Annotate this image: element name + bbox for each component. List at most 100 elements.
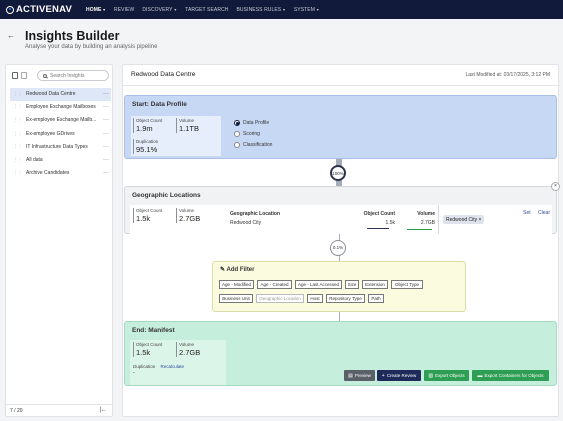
filter-age-modified-button[interactable]: Age - Modified bbox=[219, 280, 254, 289]
filter-object-type-button[interactable]: Object Type bbox=[391, 280, 423, 289]
filter-repository-type-button[interactable]: Repository Type bbox=[326, 294, 365, 303]
list-item[interactable]: ⋮⋮ Ex-employee Exchange Mailb... ··· bbox=[10, 114, 111, 127]
nav-target-search[interactable]: TARGET SEARCH bbox=[185, 0, 228, 19]
more-icon[interactable]: ··· bbox=[103, 130, 109, 137]
more-icon[interactable]: ··· bbox=[103, 143, 109, 150]
more-icon[interactable]: ··· bbox=[103, 91, 109, 98]
nav-business-rules[interactable]: BUSINESS RULES ▼ bbox=[237, 0, 286, 19]
more-icon[interactable]: ··· bbox=[103, 104, 109, 111]
radio-label: Classification bbox=[243, 142, 273, 148]
nav-discovery[interactable]: DISCOVERY ▼ bbox=[142, 0, 177, 19]
nav-system-label: SYSTEM bbox=[293, 6, 315, 13]
list-item[interactable]: ⋮⋮ IT Infrastructure Data Types ··· bbox=[10, 140, 111, 153]
radio-scoring[interactable]: Scoring bbox=[234, 131, 260, 137]
filter-extension-button[interactable]: Extension bbox=[362, 280, 388, 289]
list-item[interactable]: ⋮⋮ Redwood Data Centre ··· bbox=[10, 88, 111, 101]
list-item[interactable]: ⋮⋮ Ex-employee GDrives ··· bbox=[10, 127, 111, 140]
metric-label-row: Duplication Recalculate bbox=[133, 364, 184, 369]
card-title: Start: Data Profile bbox=[132, 101, 187, 108]
drag-handle-icon[interactable]: ⋮⋮ bbox=[13, 143, 23, 150]
metric-label: Volume bbox=[179, 208, 195, 213]
filter-age-created-button[interactable]: Age - Created bbox=[257, 280, 292, 289]
filter-size-button[interactable]: Size bbox=[345, 280, 359, 289]
export-containers-button[interactable]: ▬ Export Containers for Objects bbox=[472, 370, 549, 381]
list-item[interactable]: ⋮⋮ Archive Candidates ··· bbox=[10, 167, 111, 180]
collapse-sidebar-icon[interactable]: |← bbox=[99, 407, 107, 413]
top-nav: ACTIVENAV HOME ▼ REVIEW DISCOVERY ▼ TARGET… bbox=[0, 0, 563, 19]
logo[interactable]: ACTIVENAV bbox=[6, 4, 72, 15]
preview-button[interactable]: ▤ Preview bbox=[344, 370, 375, 381]
pipeline-connector bbox=[339, 312, 340, 321]
search-placeholder: Search Insights bbox=[50, 72, 85, 79]
nav-target-search-label: TARGET SEARCH bbox=[185, 6, 229, 13]
filter-business-unit-button[interactable]: Business Unit bbox=[219, 294, 253, 303]
metric-value: 1.5k bbox=[136, 214, 151, 223]
recalculate-link[interactable]: Recalculate bbox=[160, 364, 185, 369]
new-insight-icon[interactable] bbox=[12, 72, 18, 79]
last-modified: Last Modified at: 03/17/2025, 3:12 PM bbox=[465, 72, 551, 78]
button-label: Export Objects bbox=[435, 373, 465, 378]
object-count-metric: Object Count 1.5k bbox=[133, 342, 162, 357]
export-icon: ▧ bbox=[428, 372, 434, 379]
more-icon[interactable]: ··· bbox=[103, 169, 109, 176]
logo-text: ACTIVENAV bbox=[16, 4, 72, 15]
column-header[interactable]: Object Count bbox=[363, 210, 395, 217]
copy-insight-icon[interactable] bbox=[21, 72, 27, 79]
drag-handle-icon[interactable]: ⋮⋮ bbox=[13, 117, 23, 124]
object-count-metric: Object Count 1.9m bbox=[133, 118, 162, 133]
radio-data-profile[interactable]: Data Profile bbox=[234, 120, 269, 126]
plus-icon: + bbox=[381, 372, 385, 379]
button-label: Create Review bbox=[386, 373, 417, 378]
filter-age-last-accessed-button[interactable]: Age - Last Accessed bbox=[295, 280, 342, 289]
nav-home[interactable]: HOME ▼ bbox=[86, 0, 106, 19]
close-icon[interactable]: × bbox=[551, 182, 560, 191]
duplication-metric: Duplication Recalculate - bbox=[133, 364, 184, 376]
duplication-metric: Duplication 95.1% bbox=[133, 139, 158, 154]
divider bbox=[438, 205, 439, 234]
radio-label: Data Profile bbox=[243, 120, 270, 126]
radio-icon[interactable] bbox=[234, 142, 240, 148]
start-data-profile-card[interactable]: Start: Data Profile Object Count 1.9m Vo… bbox=[124, 95, 557, 159]
set-link[interactable]: Set bbox=[523, 210, 531, 216]
export-objects-button[interactable]: ▧ Export Objects bbox=[424, 370, 469, 381]
end-manifest-card[interactable]: End: Manifest Object Count 1.5k Volume 2… bbox=[124, 321, 557, 386]
column-header[interactable]: Volume bbox=[417, 210, 435, 217]
count-bar bbox=[367, 228, 389, 229]
more-icon[interactable]: ··· bbox=[103, 156, 109, 163]
percentage-badge: 0.1% bbox=[330, 240, 346, 256]
create-review-button[interactable]: + Create Review bbox=[377, 370, 421, 381]
radio-icon[interactable] bbox=[234, 131, 240, 137]
metric-label: Object Count bbox=[136, 118, 163, 123]
drag-handle-icon[interactable]: ⋮⋮ bbox=[13, 169, 23, 176]
search-input[interactable]: Search Insights bbox=[37, 70, 109, 81]
radio-classification[interactable]: Classification bbox=[234, 142, 272, 148]
chevron-down-icon: ▼ bbox=[102, 7, 106, 12]
nav-review[interactable]: REVIEW bbox=[114, 0, 134, 19]
metric-label: Object Count bbox=[136, 208, 163, 213]
filter-geographic-location-button[interactable]: Geographic Location bbox=[256, 294, 304, 303]
nav-system[interactable]: SYSTEM ▼ bbox=[294, 0, 320, 19]
drag-handle-icon[interactable]: ⋮⋮ bbox=[13, 156, 23, 163]
drag-handle-icon[interactable]: ⋮⋮ bbox=[13, 130, 23, 137]
list-item[interactable]: ⋮⋮ Employee Exchange Mailboxes ··· bbox=[10, 101, 111, 114]
volume-bar bbox=[407, 229, 432, 230]
geographic-locations-card[interactable]: Geographic Locations × Object Count 1.5k… bbox=[124, 182, 560, 234]
clear-link[interactable]: Clear bbox=[538, 210, 550, 216]
list-item[interactable]: ⋮⋮ All data ··· bbox=[10, 153, 111, 166]
logo-icon bbox=[6, 5, 14, 14]
back-button[interactable]: ← bbox=[7, 31, 15, 40]
percentage-badge: 100% bbox=[330, 165, 346, 181]
filter-path-button[interactable]: Path bbox=[368, 294, 384, 303]
filter-host-button[interactable]: Host bbox=[307, 294, 323, 303]
radio-selected-icon[interactable] bbox=[234, 120, 240, 126]
divider bbox=[123, 85, 560, 86]
filter-chip[interactable]: Redwood City × bbox=[443, 215, 485, 224]
more-icon[interactable]: ··· bbox=[103, 117, 109, 124]
drag-handle-icon[interactable]: ⋮⋮ bbox=[13, 91, 23, 98]
column-header[interactable]: Geographic Location bbox=[230, 210, 281, 217]
drag-handle-icon[interactable]: ⋮⋮ bbox=[13, 104, 23, 111]
volume-metric: Volume 2.7GB bbox=[176, 342, 200, 357]
metric-value: 2.7GB bbox=[179, 214, 201, 223]
table-cell: 2.7GB bbox=[420, 219, 435, 226]
table-row[interactable]: Redwood City 1.5k 2.7GB bbox=[230, 218, 435, 227]
